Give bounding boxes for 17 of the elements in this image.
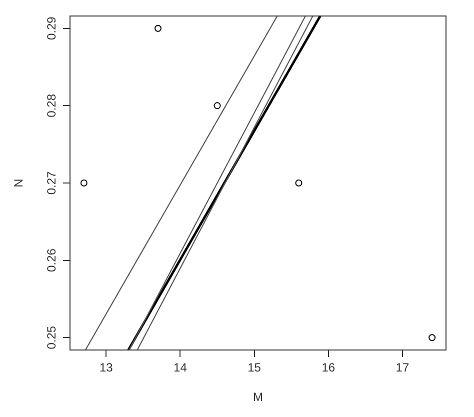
- point: [295, 180, 302, 186]
- y-tick-label: 0.26: [44, 248, 58, 272]
- x-tick-label: 17: [396, 360, 410, 375]
- x-tick-label: 14: [174, 360, 188, 375]
- x-tick-label: 13: [99, 360, 114, 375]
- y-tick-label: 0.29: [44, 16, 58, 40]
- y-tick-label: 0.27: [44, 171, 58, 195]
- point: [214, 102, 221, 110]
- point: [80, 180, 88, 186]
- point: [154, 24, 162, 32]
- y-tick-label: 0.28: [44, 94, 58, 118]
- point: [428, 334, 436, 342]
- y-axis-title: N: [12, 178, 26, 188]
- x-axis-title: M: [253, 390, 263, 404]
- x-tick-label: 16: [322, 360, 336, 375]
- x-tick-label: 15: [248, 360, 262, 375]
- y-tick-label: 0.25: [44, 326, 58, 350]
